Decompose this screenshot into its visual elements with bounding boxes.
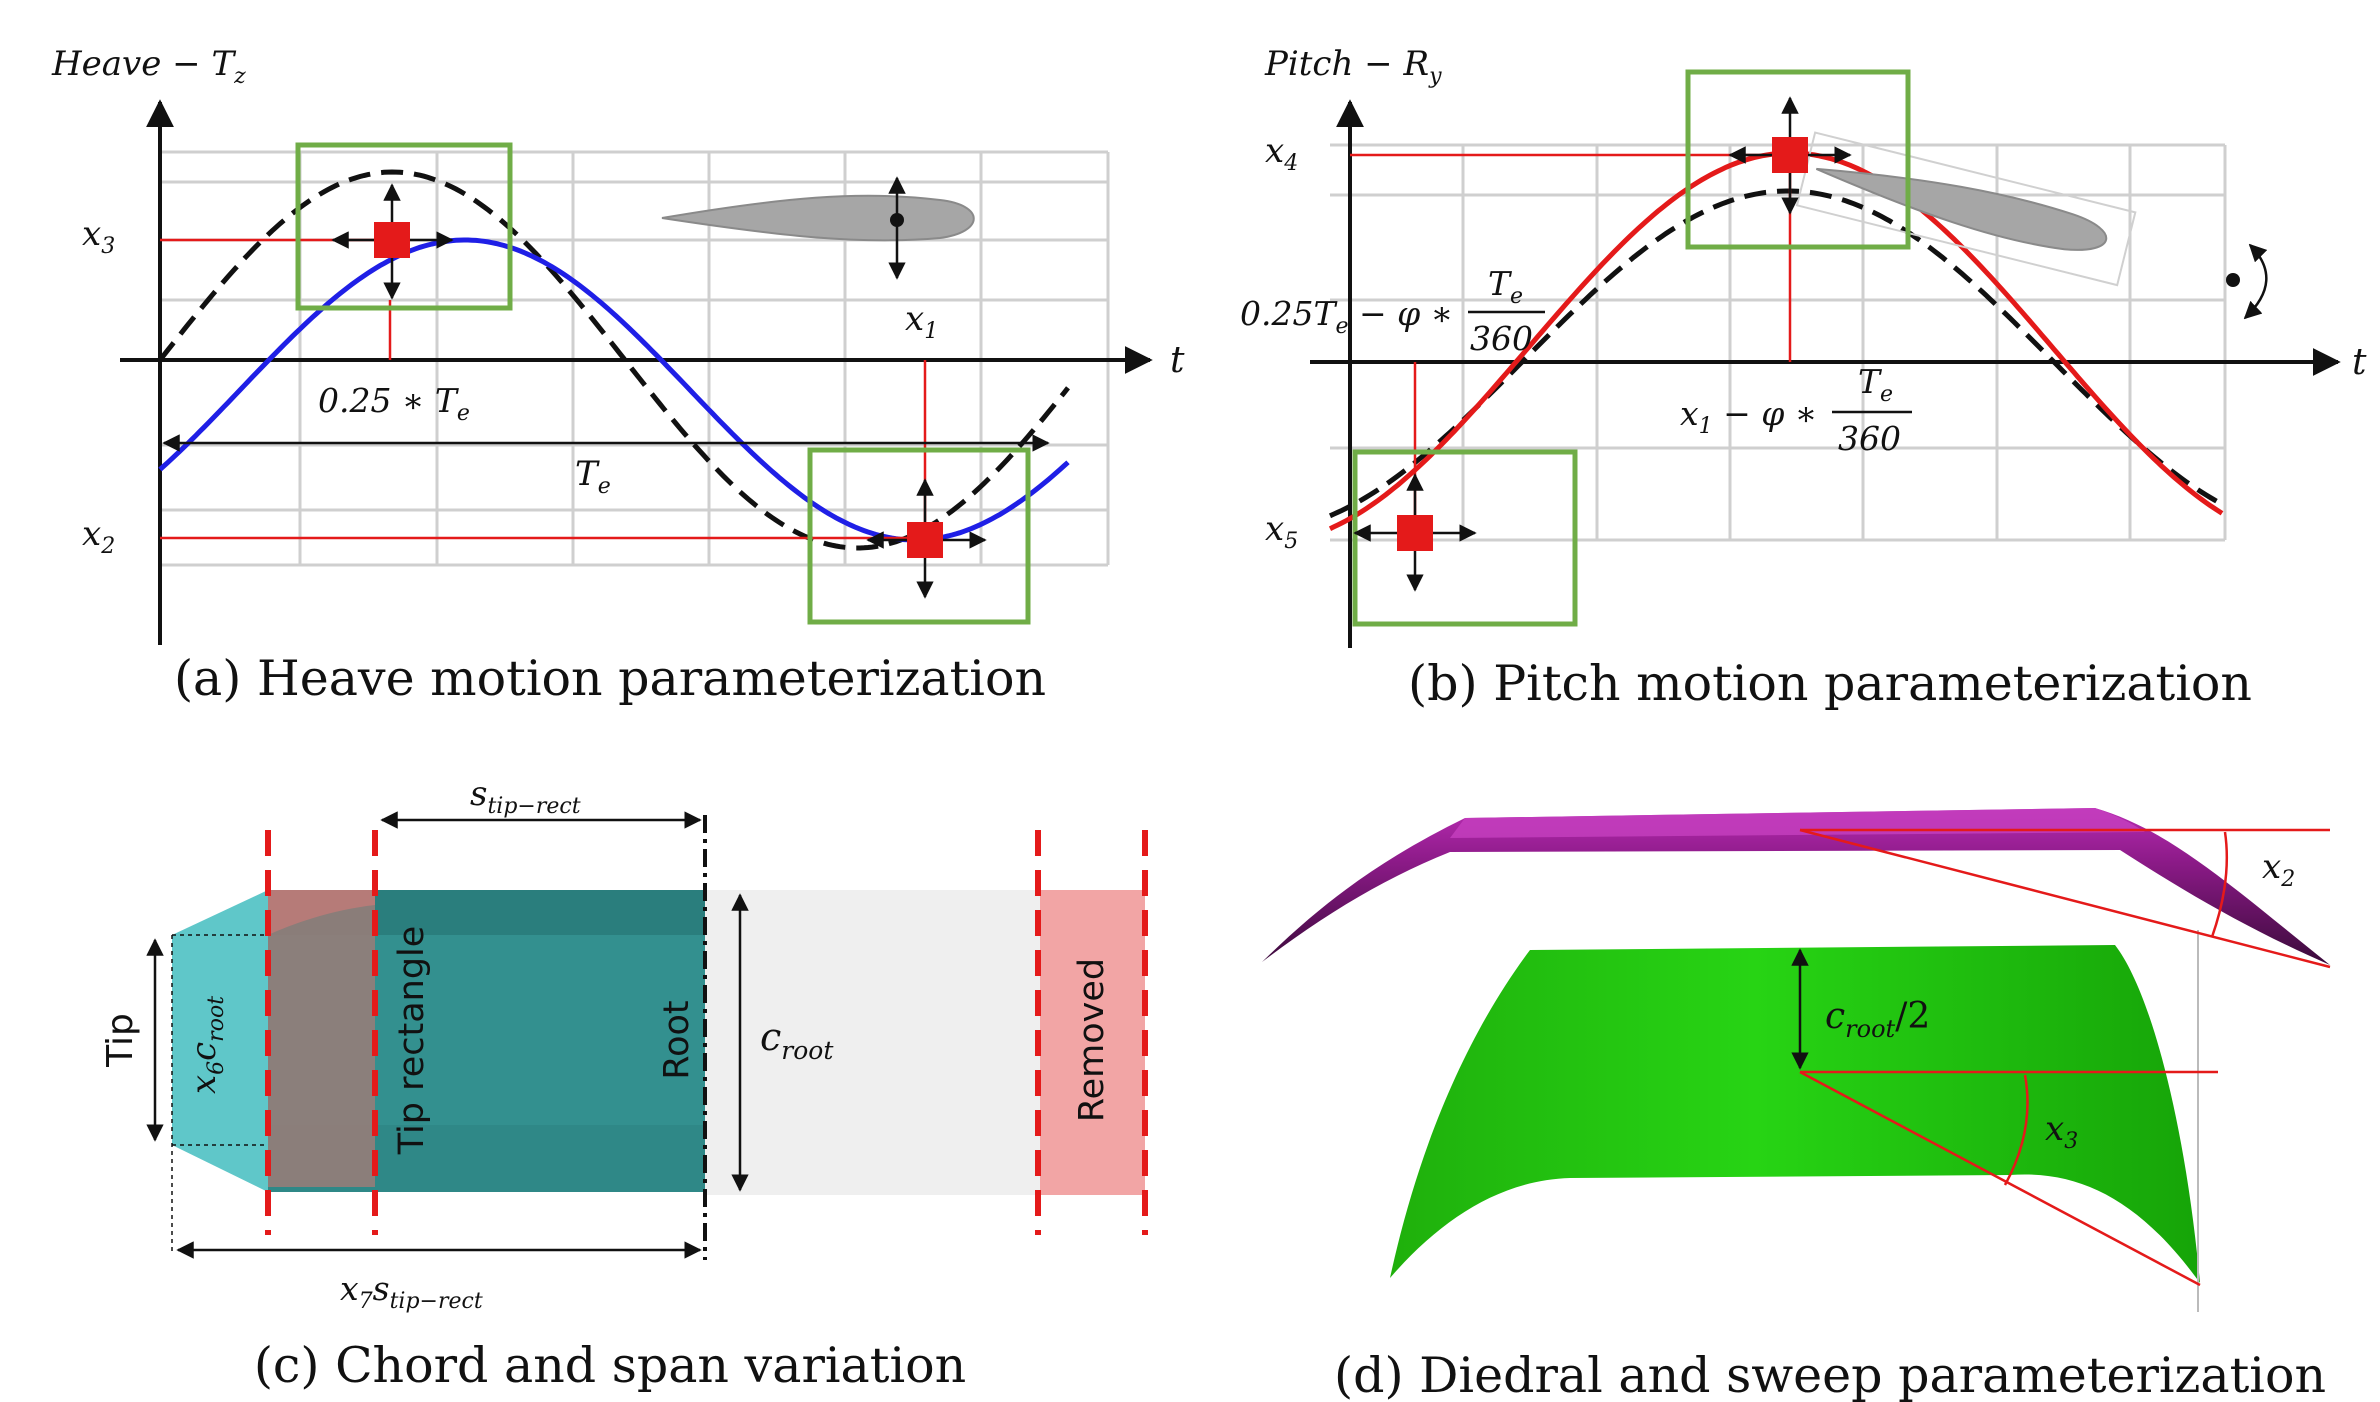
pitch-caption: (b) Pitch motion parameterization	[1408, 655, 2252, 712]
pitch-x5-label: x5	[1265, 509, 1298, 554]
s-tip-rect-label: stip−rect	[470, 774, 581, 819]
pitch-trough-box	[1352, 449, 1578, 627]
pitch-x1-expression: x1 − φ ∗	[1680, 394, 1817, 439]
heave-caption: (a) Heave motion parameterization	[174, 650, 1046, 707]
pitch-x1-frac-num: Te	[1858, 362, 1893, 407]
heave-period-label: Te	[575, 454, 611, 499]
root-label: Root	[657, 1000, 697, 1079]
purple-wing	[1262, 808, 2330, 965]
heave-trough-box	[807, 447, 1031, 625]
heave-trough-handle[interactable]	[866, 478, 987, 599]
pitch-rotation-arrow	[2243, 243, 2268, 320]
dihedral-x2-label: x2	[2262, 847, 2295, 892]
heave-x1-label: x1	[905, 299, 938, 344]
heave-t-label: t	[1170, 340, 1185, 381]
heave-peak-box	[295, 142, 513, 311]
pitch-peak-handle[interactable]	[1728, 96, 1852, 215]
heave-x2-label: x2	[82, 514, 115, 559]
pitch-phase-frac-den: 360	[1470, 319, 1533, 358]
pitch-grid	[1330, 143, 2227, 542]
panel-heave: Heave − Tz t	[51, 44, 1185, 707]
heave-reference-curve	[158, 169, 1070, 551]
sweep-x3-label: x3	[2045, 1109, 2078, 1154]
removed-section	[1040, 890, 1145, 1195]
dihedral-line	[1799, 828, 2331, 969]
x6-label: x6croot	[184, 996, 229, 1094]
removed-overlap	[268, 890, 375, 1187]
pitch-corner-title: Pitch − Ry	[1264, 44, 1442, 89]
pitch-x4-label: x4	[1265, 131, 1298, 176]
panel-chord-span: stip−rect croot x7stip−rect Tip x6croot …	[100, 774, 1148, 1394]
heave-corner-title: Heave − Tz	[51, 44, 246, 89]
panel-diedral-sweep: x2 x3 croot/2 (d) Diedral and sweep para…	[1262, 808, 2331, 1402]
heave-x3-label: x3	[82, 214, 115, 259]
cut-lines	[265, 830, 1148, 1235]
pitch-trough-handle[interactable]	[1353, 473, 1477, 592]
pitch-phase-frac-num: Te	[1488, 264, 1523, 309]
green-wing	[1390, 945, 2200, 1283]
chord-span-caption: (c) Chord and span variation	[254, 1337, 966, 1394]
half-chord-label: croot/2	[1825, 996, 1930, 1043]
sweep-line	[1799, 1070, 2201, 1287]
c-root-label: croot	[760, 1015, 834, 1065]
pitch-phase-expression: 0.25Te − φ ∗	[1240, 294, 1453, 339]
heave-quarter-label: 0.25 ∗ Te	[318, 381, 470, 426]
tip-label: Tip	[100, 1013, 141, 1068]
pitch-t-label: t	[2352, 342, 2367, 383]
removed-label: Removed	[1072, 958, 1112, 1122]
tapered-tip	[172, 890, 268, 1192]
tip-rectangle-label: Tip rectangle	[392, 926, 432, 1156]
pitch-peak-box	[1685, 69, 1911, 250]
x7-label: x7stip−rect	[340, 1269, 483, 1314]
panel-pitch: Pitch − Ry t	[1240, 44, 2367, 712]
pitch-airfoil-pivot	[2226, 273, 2240, 287]
dihedral-angle-arc	[2210, 831, 2229, 938]
heave-peak-handle[interactable]	[331, 183, 454, 300]
diedral-sweep-caption: (d) Diedral and sweep parameterization	[1334, 1347, 2326, 1402]
root-section	[705, 890, 1040, 1195]
pitch-x1-frac-den: 360	[1838, 419, 1901, 458]
sweep-angle-arc	[2003, 1074, 2029, 1186]
